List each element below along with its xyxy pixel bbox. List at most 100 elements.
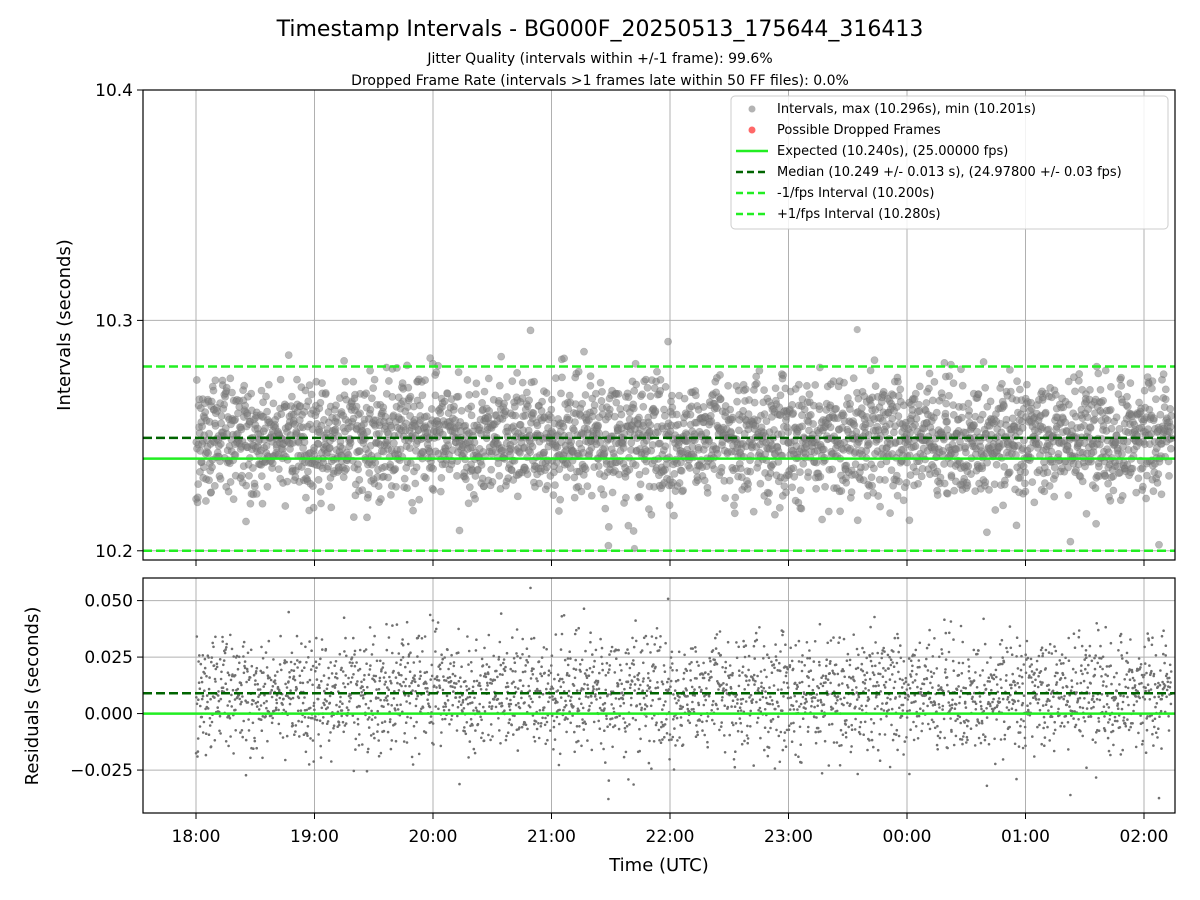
residual-point xyxy=(717,652,721,655)
residual-point xyxy=(229,735,232,738)
residual-point xyxy=(732,758,736,761)
residual-point xyxy=(502,658,506,661)
interval-point xyxy=(899,496,908,505)
residual-point xyxy=(774,655,778,658)
residual-point xyxy=(698,685,701,689)
residual-point xyxy=(485,688,488,691)
residual-point xyxy=(297,696,301,700)
residual-point xyxy=(718,728,721,732)
residual-point xyxy=(498,640,502,644)
interval-point xyxy=(454,392,463,401)
residual-point xyxy=(785,681,789,685)
residual-point xyxy=(569,657,572,660)
residual-point xyxy=(628,723,631,726)
interval-point xyxy=(914,400,923,409)
residual-point xyxy=(405,620,409,624)
residual-point xyxy=(479,688,483,691)
residual-point xyxy=(500,701,504,705)
residual-point xyxy=(249,648,253,652)
residual-point xyxy=(265,666,269,669)
residual-point xyxy=(608,723,612,726)
residual-point xyxy=(481,731,484,735)
residual-point xyxy=(378,679,382,683)
residual-point xyxy=(303,696,306,699)
interval-point xyxy=(1167,444,1175,453)
interval-point xyxy=(305,381,314,390)
residual-point xyxy=(367,706,370,710)
legend-entry-minus-fps: -1/fps Interval (10.200s) xyxy=(777,186,934,201)
interval-point xyxy=(307,390,316,399)
residual-point xyxy=(540,674,544,678)
residual-point xyxy=(450,653,453,657)
residual-point xyxy=(815,716,818,719)
interval-point xyxy=(824,507,833,516)
residual-point xyxy=(417,752,421,756)
interval-point xyxy=(500,399,508,408)
residual-point xyxy=(402,680,405,684)
residual-point xyxy=(260,645,263,649)
residual-point xyxy=(786,686,790,689)
legend-entry-plus-fps: +1/fps Interval (10.280s) xyxy=(777,207,941,222)
residual-point xyxy=(367,673,371,676)
interval-point xyxy=(226,478,235,486)
residual-point xyxy=(646,684,650,687)
residual-point xyxy=(816,699,820,702)
residual-point xyxy=(221,640,224,643)
residual-point xyxy=(306,725,310,728)
residual-point xyxy=(648,686,652,689)
residual-point xyxy=(353,653,356,656)
residual-point xyxy=(199,704,202,708)
residual-point xyxy=(210,660,213,664)
residual-point xyxy=(387,688,391,691)
residual-point xyxy=(791,667,795,671)
residual-point xyxy=(451,672,455,676)
residual-point xyxy=(236,667,240,671)
residual-point xyxy=(526,661,530,664)
interval-point xyxy=(557,389,565,398)
residual-point xyxy=(760,681,763,685)
interval-point xyxy=(463,376,472,384)
residual-point xyxy=(590,748,594,752)
residual-point xyxy=(408,684,411,688)
residual-point xyxy=(362,678,366,681)
residual-point xyxy=(715,662,719,666)
interval-point xyxy=(958,381,967,390)
residual-point xyxy=(777,734,781,738)
interval-point xyxy=(847,488,856,496)
residual-point xyxy=(256,700,260,704)
residual-point xyxy=(407,694,410,698)
interval-point xyxy=(217,412,226,420)
residual-point xyxy=(707,694,711,698)
residual-point xyxy=(711,718,714,722)
residual-point xyxy=(213,677,217,681)
residual-point xyxy=(319,744,323,748)
residual-point xyxy=(670,738,673,741)
residual-point xyxy=(763,726,767,729)
residual-point xyxy=(536,689,540,692)
residual-point xyxy=(370,653,374,656)
residual-point xyxy=(412,724,416,728)
residual-point xyxy=(390,704,394,707)
residual-point xyxy=(333,664,337,667)
residual-point xyxy=(338,705,341,709)
residual-point xyxy=(414,704,418,708)
residual-point xyxy=(761,695,765,699)
residual-point xyxy=(456,705,460,709)
residual-point xyxy=(547,669,551,672)
residual-point xyxy=(457,651,460,654)
residual-point xyxy=(342,682,345,685)
residual-point xyxy=(307,656,310,659)
interval-point xyxy=(470,438,479,447)
interval-point xyxy=(812,484,820,493)
interval-point xyxy=(809,420,818,428)
interval-point xyxy=(432,368,441,377)
interval-point xyxy=(587,491,596,500)
residual-point xyxy=(446,699,450,702)
residual-point xyxy=(312,701,316,705)
residual-point xyxy=(438,686,442,689)
residual-point xyxy=(242,655,245,658)
residual-point xyxy=(626,648,629,651)
residual-point xyxy=(657,728,661,732)
residual-point xyxy=(711,703,714,707)
residual-point xyxy=(731,699,735,702)
